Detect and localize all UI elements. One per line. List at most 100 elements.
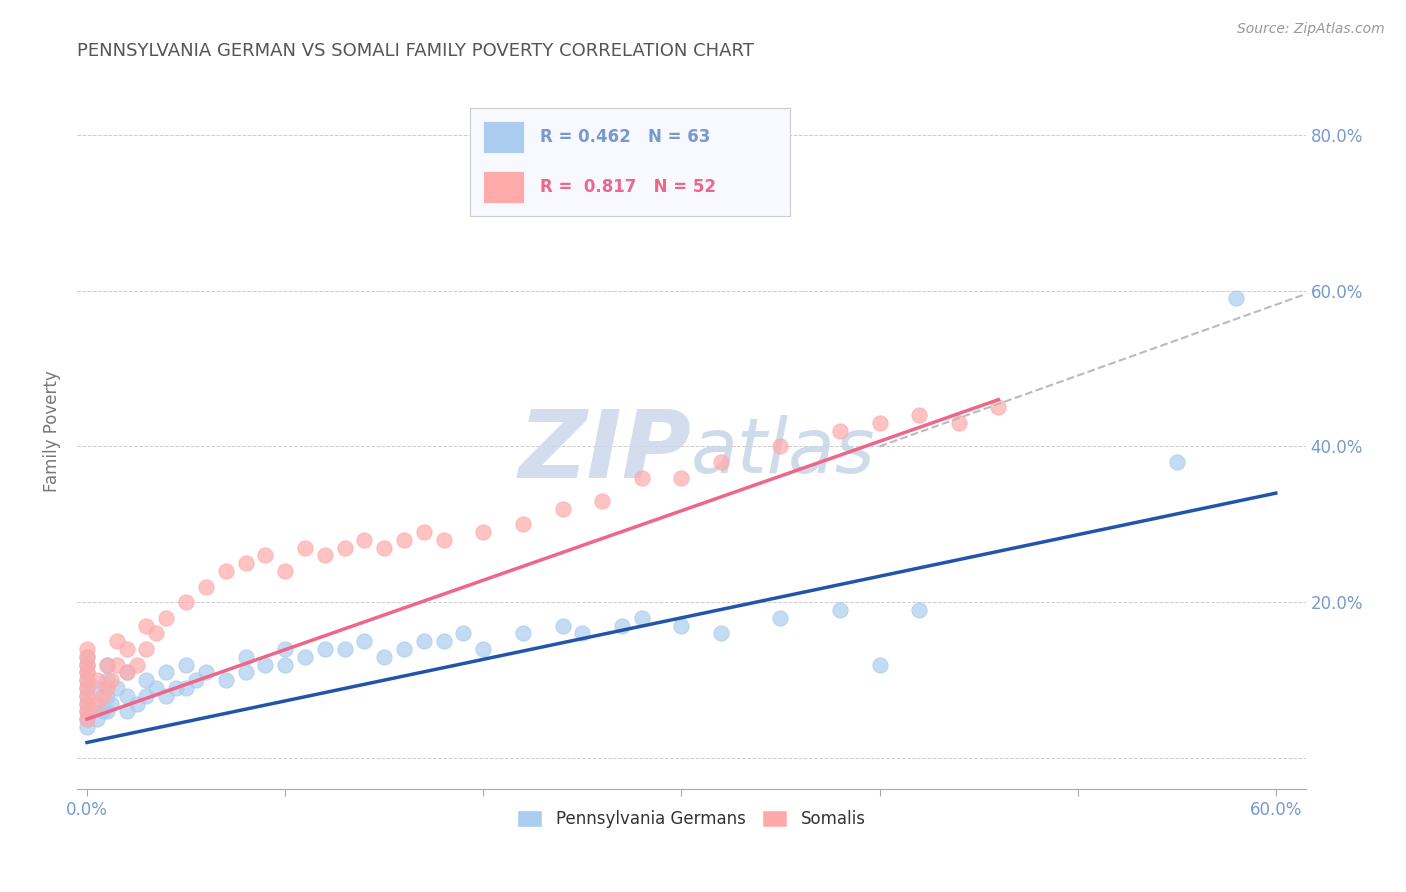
Point (314, 642, 336, 657)
Point (710, 626, 733, 640)
Point (76, 720, 98, 734)
Text: ZIP: ZIP (519, 407, 692, 499)
Text: PENNSYLVANIA GERMAN VS SOMALI FAMILY POVERTY CORRELATION CHART: PENNSYLVANIA GERMAN VS SOMALI FAMILY POV… (77, 42, 754, 60)
Point (155, 611, 177, 625)
Point (987, 401, 1010, 415)
Point (1225, 291, 1247, 305)
Point (453, 626, 475, 640)
Point (671, 618, 693, 632)
Point (294, 541, 316, 555)
Point (254, 549, 277, 563)
Point (412, 525, 434, 540)
Point (76, 673, 98, 687)
Point (551, 501, 574, 516)
Point (105, 657, 128, 672)
Point (908, 603, 931, 617)
Point (184, 673, 207, 687)
Point (908, 409, 931, 423)
Point (571, 626, 593, 640)
Point (96, 689, 118, 703)
Point (76, 704, 98, 718)
Point (472, 525, 495, 540)
Point (96, 704, 118, 718)
Point (76, 697, 98, 711)
Point (373, 541, 395, 555)
Point (828, 424, 851, 438)
Point (1166, 455, 1188, 469)
Point (96, 657, 118, 672)
Point (512, 517, 534, 532)
Point (96, 657, 118, 672)
Point (76, 649, 98, 664)
Point (105, 634, 128, 648)
Point (76, 657, 98, 672)
Point (433, 634, 456, 648)
Text: Source: ZipAtlas.com: Source: ZipAtlas.com (1237, 22, 1385, 37)
Point (76, 689, 98, 703)
Point (145, 681, 167, 695)
Point (86, 712, 108, 726)
Point (314, 549, 336, 563)
Point (76, 697, 98, 711)
Point (135, 642, 157, 657)
Point (869, 416, 891, 430)
Y-axis label: Family Poverty: Family Poverty (44, 370, 60, 491)
Point (115, 642, 138, 657)
Point (76, 673, 98, 687)
Point (76, 665, 98, 680)
Point (174, 681, 197, 695)
Point (86, 697, 108, 711)
Point (145, 626, 167, 640)
Point (135, 689, 157, 703)
Point (373, 649, 395, 664)
Point (76, 657, 98, 672)
Point (512, 626, 534, 640)
Point (100, 697, 122, 711)
Point (254, 657, 277, 672)
Point (591, 494, 613, 508)
Point (274, 564, 297, 578)
Point (392, 642, 415, 657)
Point (235, 556, 257, 570)
Point (76, 689, 98, 703)
Point (155, 665, 177, 680)
Point (769, 439, 792, 453)
Point (433, 533, 456, 547)
Point (76, 665, 98, 680)
Point (769, 611, 792, 625)
Point (194, 580, 217, 594)
Point (76, 704, 98, 718)
Point (174, 657, 197, 672)
Point (165, 681, 187, 695)
Point (353, 533, 375, 547)
Point (76, 681, 98, 695)
Point (135, 618, 157, 632)
Point (86, 681, 108, 695)
Point (100, 673, 122, 687)
Point (392, 533, 415, 547)
Point (869, 657, 891, 672)
Point (96, 673, 118, 687)
Point (630, 470, 652, 484)
Point (125, 697, 148, 711)
Point (274, 657, 297, 672)
Point (828, 603, 851, 617)
Point (948, 416, 970, 430)
Point (155, 689, 177, 703)
Point (353, 634, 375, 648)
Point (710, 455, 733, 469)
Point (551, 618, 574, 632)
Point (610, 618, 633, 632)
Point (215, 564, 238, 578)
Point (76, 712, 98, 726)
Point (174, 595, 197, 609)
Point (115, 704, 138, 718)
Point (105, 681, 128, 695)
Point (86, 673, 108, 687)
Point (135, 673, 157, 687)
Point (86, 697, 108, 711)
Point (115, 665, 138, 680)
Point (194, 665, 217, 680)
Point (294, 649, 316, 664)
Point (115, 665, 138, 680)
